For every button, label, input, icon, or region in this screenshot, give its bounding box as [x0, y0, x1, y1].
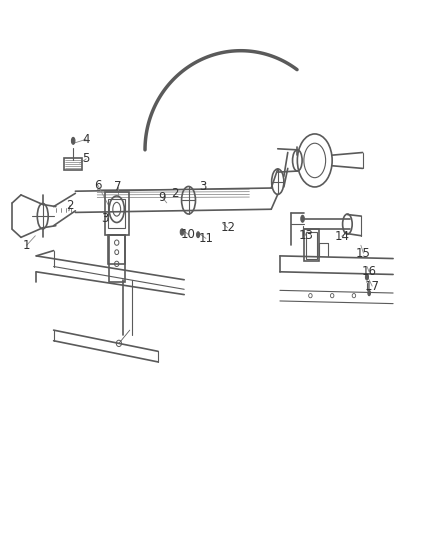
Text: 7: 7	[114, 181, 122, 193]
Text: 17: 17	[365, 280, 380, 293]
Bar	[304, 229, 319, 261]
Bar	[108, 199, 125, 228]
Text: 15: 15	[356, 247, 371, 260]
Ellipse shape	[71, 138, 75, 144]
Text: 11: 11	[198, 232, 213, 245]
Ellipse shape	[301, 215, 304, 222]
Text: 1: 1	[23, 239, 30, 252]
Text: 3: 3	[101, 212, 109, 225]
Bar	[306, 232, 317, 259]
Text: 13: 13	[299, 229, 314, 242]
Ellipse shape	[180, 229, 184, 235]
Bar	[105, 192, 129, 235]
Text: 6: 6	[94, 179, 102, 192]
Text: 4: 4	[82, 133, 90, 146]
Ellipse shape	[365, 274, 368, 280]
Text: 3: 3	[200, 181, 207, 193]
Text: 9: 9	[159, 191, 166, 204]
Ellipse shape	[368, 290, 371, 296]
Bar	[109, 235, 124, 282]
Bar	[64, 158, 82, 170]
Text: 12: 12	[220, 221, 235, 235]
Text: 16: 16	[362, 265, 377, 278]
Bar	[108, 235, 125, 264]
Text: 14: 14	[334, 230, 349, 243]
Ellipse shape	[197, 232, 200, 238]
Text: 2: 2	[67, 199, 74, 212]
Text: 5: 5	[83, 152, 90, 165]
Text: 10: 10	[181, 228, 196, 241]
Text: 2: 2	[171, 187, 178, 200]
